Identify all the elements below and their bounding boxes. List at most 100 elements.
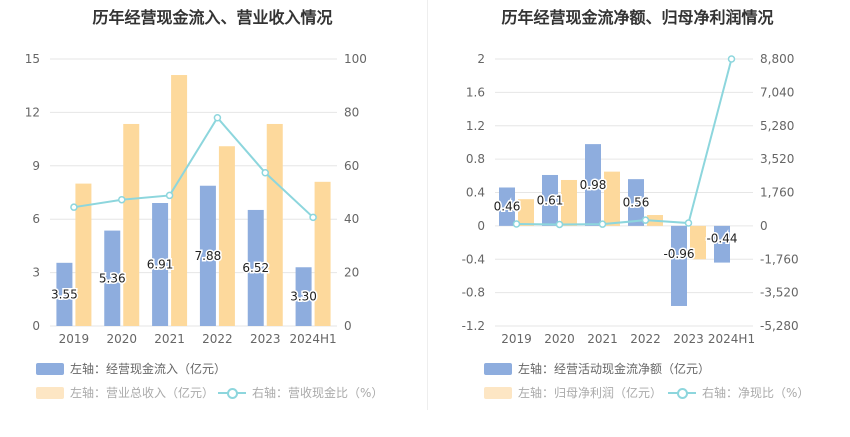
line-point (555, 220, 564, 229)
legend-item-net-cash[interactable]: 左轴：经营活动现金流净额（亿元） (484, 360, 710, 377)
bar-primary (671, 225, 687, 306)
y-right-tick-label: -3,520 (760, 286, 799, 300)
line-point (309, 213, 317, 222)
bar-data-label: -0.44 (706, 232, 737, 246)
x-tick-label: 2022 (630, 332, 661, 346)
y-right-tick-label: -1,760 (760, 252, 799, 266)
y-left-tick-label: 3 (32, 266, 40, 280)
bar-primary (56, 262, 73, 326)
legend-line-swatch (668, 387, 696, 399)
y-right-tick-label: 3,520 (760, 152, 794, 166)
bar-secondary (171, 75, 188, 327)
bar-primary (247, 209, 264, 326)
legend-label: 左轴：经营活动现金流净额（亿元） (518, 362, 711, 376)
x-tick-label: 2023 (250, 332, 281, 346)
legend-label: 左轴：经营现金流入（亿元） (70, 362, 227, 376)
y-left-tick-label: 6 (32, 212, 40, 226)
bar-secondary (561, 179, 577, 226)
x-tick-label: 2019 (501, 332, 532, 346)
y-left-tick-label: 0.4 (466, 186, 485, 200)
x-tick-label: 2019 (59, 332, 90, 346)
y-left-tick-label: -0.8 (462, 286, 485, 300)
y-right-tick-label: 80 (344, 105, 359, 119)
bar-primary (628, 179, 644, 226)
y-right-tick-label: 100 (344, 52, 367, 66)
line-series (73, 116, 314, 219)
bar-primary (714, 225, 730, 263)
bar-primary (542, 174, 558, 226)
bar-data-label: 0.46 (494, 200, 521, 214)
legend-label: 右轴：营收现金比（%） (252, 386, 384, 400)
line-point (70, 203, 78, 211)
bar-primary (499, 187, 515, 226)
line-point (118, 195, 126, 204)
legend-swatch (484, 386, 512, 399)
y-left-tick-label: 2 (477, 52, 485, 66)
y-right-tick-label: 0 (344, 319, 352, 333)
bar-secondary (518, 199, 534, 226)
bar-data-label: 5.36 (99, 271, 126, 285)
x-tick-label: 2023 (673, 332, 704, 346)
chart-title-netcash-profit: 历年经营现金流净额、归母净利润情况 (501, 8, 774, 27)
bar-data-label: 7.88 (195, 249, 222, 263)
line-point (684, 219, 693, 227)
y-right-tick-label: 20 (344, 266, 359, 280)
line-point (641, 216, 650, 224)
line-series (516, 58, 733, 226)
bar-data-label: 0.61 (537, 193, 564, 207)
bar-secondary (75, 183, 92, 326)
bar-primary (199, 185, 216, 326)
y-right-tick-label: 0 (760, 219, 768, 233)
line-point (512, 220, 521, 228)
legend-item-revenue[interactable]: 左轴：营业总收入（亿元） (36, 384, 214, 401)
bar-primary (585, 144, 601, 226)
bar-secondary (123, 123, 140, 326)
line-point (598, 220, 607, 228)
x-tick-label: 2020 (544, 332, 575, 346)
legend-swatch (484, 362, 512, 375)
legend-item-net-profit[interactable]: 左轴：归母净利润（亿元） (484, 384, 662, 401)
y-left-tick-label: 9 (32, 159, 40, 173)
x-tick-label: 2021 (587, 332, 618, 346)
bar-data-label: 0.56 (623, 196, 650, 210)
y-left-tick-label: -0.4 (462, 252, 485, 266)
y-left-tick-label: 0 (477, 219, 485, 233)
bar-data-label: 6.91 (147, 258, 174, 272)
bar-data-label: 0.98 (580, 178, 607, 192)
y-left-tick-label: 1.6 (466, 85, 485, 99)
bar-data-label: 3.55 (51, 287, 78, 301)
x-tick-label: 2024H1 (289, 332, 336, 346)
bar-primary (152, 203, 169, 326)
y-left-tick-label: 12 (25, 105, 40, 119)
legend-item-revenue-cash-ratio[interactable]: 右轴：营收现金比（%） (218, 384, 383, 401)
x-tick-label: 2021 (154, 332, 185, 346)
bar-data-label: -0.96 (663, 247, 694, 261)
x-tick-label: 2020 (106, 332, 137, 346)
bar-secondary (218, 146, 235, 326)
line-point (727, 55, 736, 63)
bar-secondary (690, 225, 706, 260)
legend-label: 左轴：归母净利润（亿元） (518, 386, 663, 400)
line-point (261, 168, 269, 177)
y-right-tick-label: -5,280 (760, 319, 799, 333)
x-tick-label: 2024H1 (708, 332, 755, 346)
y-right-tick-label: 40 (344, 212, 359, 226)
bar-data-label: 3.30 (290, 290, 317, 304)
y-left-tick-label: 1.2 (466, 119, 485, 133)
line-point (165, 191, 174, 200)
legend-line-swatch (218, 387, 246, 399)
bar-secondary (604, 171, 620, 226)
legend-item-cash-inflow[interactable]: 左轴：经营现金流入（亿元） (36, 360, 226, 377)
bar-primary (295, 267, 312, 326)
bar-data-label: 6.52 (242, 261, 269, 275)
y-right-tick-label: 5,280 (760, 119, 794, 133)
bar-primary (104, 230, 121, 326)
bar-secondary (266, 123, 283, 326)
legend-item-net-cash-ratio[interactable]: 右轴：净现比（%） (668, 384, 809, 401)
chart-title-cashflow-revenue: 历年经营现金流入、营业收入情况 (92, 8, 333, 27)
panel-divider (427, 0, 428, 410)
x-tick-label: 2022 (202, 332, 233, 346)
y-left-tick-label: -1.2 (462, 319, 485, 333)
